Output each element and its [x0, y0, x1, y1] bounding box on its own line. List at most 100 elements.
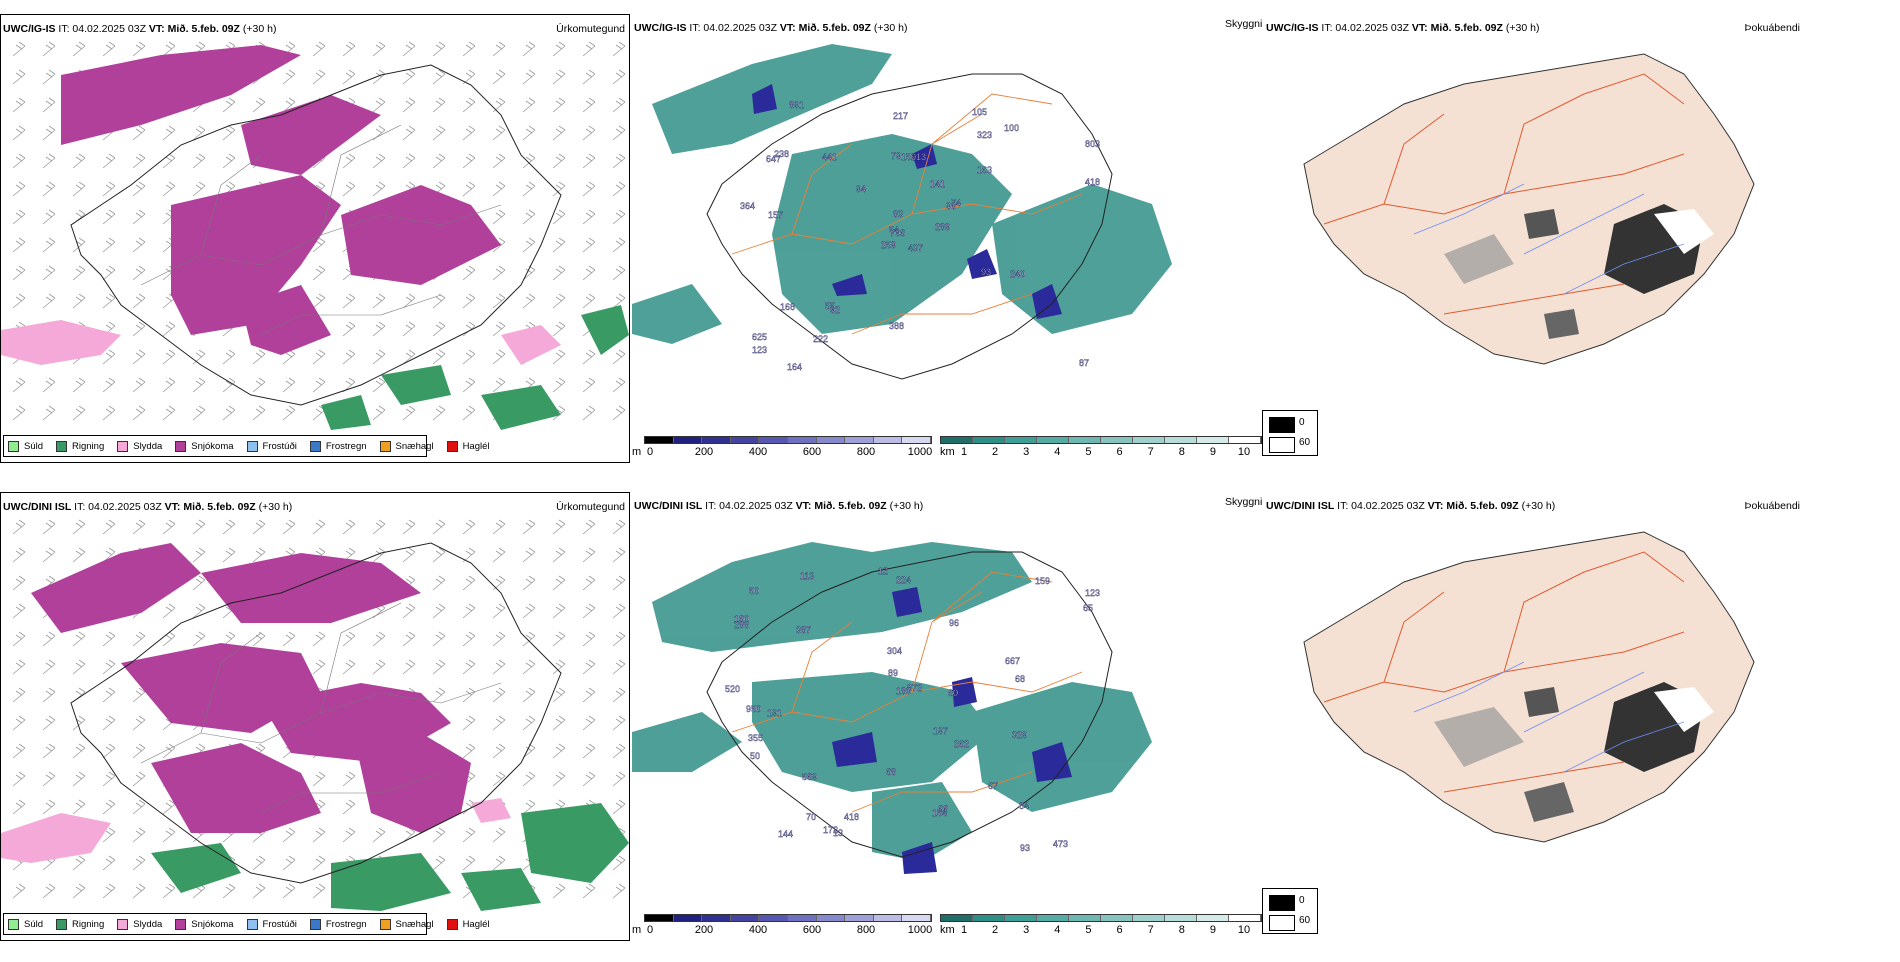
wind-barb — [612, 547, 626, 563]
wind-barb — [72, 659, 86, 675]
wind-barb — [492, 293, 506, 309]
wind-barb — [342, 799, 356, 815]
wind-barb — [12, 659, 26, 675]
legend-label: Frostregn — [325, 440, 367, 452]
wind-barb — [162, 603, 176, 619]
wind-barb — [72, 41, 86, 57]
model-name: UWC/DINI ISL — [634, 500, 703, 512]
visibility-value-label: 197 — [933, 726, 948, 736]
lead-time: (+30 h) — [242, 23, 277, 35]
wind-barb — [492, 349, 506, 365]
visibility-value-label: 172 — [823, 825, 838, 835]
wind-barb — [372, 321, 386, 337]
wind-barb — [582, 603, 596, 619]
valid-time: Mið. 5.feb. 09Z — [1446, 500, 1519, 512]
wind-barb — [102, 265, 116, 281]
wind-barb — [102, 883, 116, 899]
wind-barb — [552, 659, 566, 675]
wind-barb — [132, 153, 146, 169]
wind-barb — [522, 799, 536, 815]
visibility-scale: km 1 2 3 4 5 6 7 8 9 10 — [940, 436, 1262, 462]
wind-barb — [102, 237, 116, 253]
precip-type-panel: UWC/DINI ISL IT: 04.02.2025 03Z VT: Mið.… — [0, 492, 630, 941]
visibility-value-label: 473 — [1053, 839, 1068, 849]
legend-label: Snæhagl — [395, 440, 434, 452]
visibility-value-label: 891 — [789, 100, 804, 110]
wind-barb — [132, 715, 146, 731]
wind-barb — [162, 153, 176, 169]
wind-barb — [522, 547, 536, 563]
wind-barb — [612, 519, 626, 535]
visibility-value-label: 144 — [778, 829, 793, 839]
wind-barb — [192, 603, 206, 619]
wind-barb — [72, 265, 86, 281]
wind-barb — [432, 659, 446, 675]
wind-barb — [222, 377, 236, 393]
legend-item: Snjókoma — [175, 918, 234, 930]
wind-barb — [492, 547, 506, 563]
scale-tick-label: 0 — [646, 446, 654, 458]
road-network — [140, 124, 502, 336]
legend-swatch — [8, 918, 19, 930]
scale-tick-label: 0 — [646, 924, 654, 936]
wind-barb — [72, 547, 86, 563]
precip-type-map — [1, 519, 629, 911]
wind-barb — [582, 181, 596, 197]
wind-barb — [462, 181, 476, 197]
model-name: UWC/IG-IS — [634, 22, 687, 34]
wind-barb — [192, 377, 206, 393]
legend-swatch — [56, 440, 68, 452]
lead-time: (+30 h) — [258, 501, 293, 513]
wind-barb — [42, 97, 56, 113]
wind-barb — [42, 799, 56, 815]
visibility-value-label: 105 — [972, 107, 987, 117]
wind-barb — [192, 153, 206, 169]
wind-barb — [42, 519, 56, 535]
init-time: IT: 04.02.2025 03Z — [74, 501, 162, 513]
legend-swatch — [8, 440, 19, 452]
wind-barb — [12, 687, 26, 703]
visibility-value-label: 222 — [813, 334, 828, 344]
wind-barb — [402, 293, 416, 309]
wind-barb — [312, 41, 326, 57]
wind-barb — [42, 125, 56, 141]
visibility-value-label: 79 — [891, 151, 901, 161]
visibility-value-label: 950 — [746, 704, 761, 714]
wind-barb — [12, 69, 26, 85]
wind-barb — [552, 883, 566, 899]
panel-header: UWC/IG-IS IT: 04.02.2025 03Z VT: Mið. 5.… — [634, 22, 907, 34]
wind-barb — [372, 631, 386, 647]
precip-type-legend: Súld Rigning Slydda Snjókoma Frostúði Frostre… — [3, 435, 490, 457]
wind-barb — [492, 209, 506, 225]
wind-barb — [612, 97, 626, 113]
wind-barb — [252, 631, 266, 647]
iceland-land — [1303, 53, 1755, 365]
wind-barb — [402, 125, 416, 141]
wind-barb — [42, 883, 56, 899]
wind-barb — [582, 153, 596, 169]
wind-barb — [162, 883, 176, 899]
wind-barb — [372, 181, 386, 197]
wind-barb — [42, 405, 56, 421]
wind-barb — [522, 181, 536, 197]
scale-tick-label: 6 — [1116, 446, 1123, 458]
visibility-value-label: 387 — [796, 625, 811, 635]
wind-barb — [312, 855, 326, 871]
wind-barb — [102, 799, 116, 815]
wind-barb — [192, 181, 206, 197]
visibility-value-label: 803 — [1085, 139, 1100, 149]
scale-tick-label: 2 — [992, 446, 999, 458]
wind-barb — [222, 125, 236, 141]
wind-barb — [12, 715, 26, 731]
wind-barb — [132, 687, 146, 703]
wind-barb — [102, 153, 116, 169]
wind-barb — [192, 125, 206, 141]
wind-barb — [72, 153, 86, 169]
legend-label: Slydda — [133, 440, 163, 452]
wind-barb — [282, 827, 296, 843]
wind-barb — [132, 265, 146, 281]
wind-barb — [102, 41, 116, 57]
visibility-value-label: 154 — [932, 808, 947, 818]
wind-barb — [612, 743, 626, 759]
scale-tick-label: 1 — [960, 446, 968, 458]
